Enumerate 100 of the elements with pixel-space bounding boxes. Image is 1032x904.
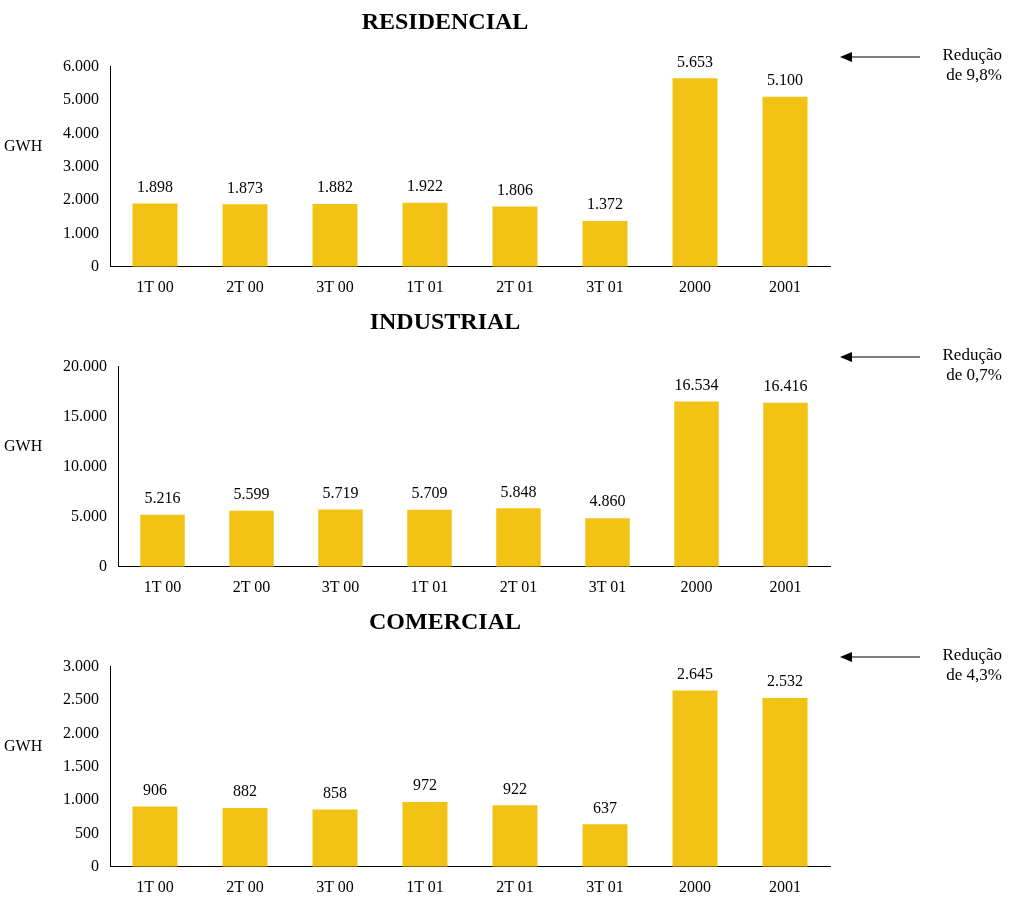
y-tick-label: 3.000 <box>63 657 99 674</box>
data-label: 1.882 <box>317 178 353 196</box>
y-tick-label: 10.000 <box>63 457 107 474</box>
bar <box>674 401 719 567</box>
x-tick-label: 1T 01 <box>406 877 444 895</box>
data-label: 637 <box>593 798 617 816</box>
y-tick-label: 15.000 <box>63 407 107 424</box>
y-tick-label: 0 <box>91 857 99 874</box>
bar <box>312 204 358 267</box>
data-label: 16.534 <box>674 375 719 393</box>
data-label: 906 <box>143 780 167 798</box>
y-tick-label: 1.000 <box>63 790 99 808</box>
data-label: 1.372 <box>587 195 623 213</box>
data-label: 1.873 <box>227 178 263 196</box>
bar <box>496 508 541 567</box>
x-tick-label: 3T 00 <box>321 577 360 595</box>
x-tick-label: 2T 01 <box>496 877 534 895</box>
data-label: 16.416 <box>763 376 808 394</box>
data-label: 5.216 <box>144 488 181 506</box>
y-axis-title: GWH <box>4 737 43 754</box>
data-label: 4.860 <box>589 492 626 510</box>
x-tick-label: 2T 01 <box>496 277 534 295</box>
y-tick-label: 500 <box>75 823 99 841</box>
x-tick-label: 3T 00 <box>316 277 354 295</box>
y-tick-label: 0 <box>91 257 99 274</box>
bar <box>140 514 185 567</box>
x-tick-label: 3T 01 <box>586 877 624 895</box>
bar <box>582 221 628 267</box>
x-tick-label: 1T 01 <box>406 277 444 295</box>
text: Redução de 9,8% <box>941 45 1002 85</box>
y-tick-label: 20.000 <box>63 357 107 374</box>
chart-title: INDUSTRIAL <box>369 307 521 334</box>
y-tick-label: 6.000 <box>63 57 99 74</box>
bar <box>318 509 363 567</box>
bar <box>132 806 178 867</box>
y-axis-title: GWH <box>4 437 43 454</box>
y-tick-label: 0 <box>99 557 107 574</box>
x-tick-label: 2T 00 <box>232 577 271 595</box>
data-label: 972 <box>413 776 437 794</box>
bar <box>672 78 718 267</box>
bar <box>222 204 268 267</box>
x-tick-label: 2T 01 <box>499 577 538 595</box>
x-tick-label: 1T 00 <box>136 877 174 895</box>
y-tick-label: 5.000 <box>63 90 99 108</box>
x-tick-label: 3T 00 <box>316 877 354 895</box>
bar <box>582 824 628 867</box>
y-tick-label: 5.000 <box>71 507 107 524</box>
data-label: 5.848 <box>500 482 537 500</box>
x-tick-label: 2000 <box>679 877 711 895</box>
x-tick-label: 2T 00 <box>226 877 264 895</box>
y-axis-title: GWH <box>4 137 43 154</box>
x-tick-label: 2T 00 <box>226 277 264 295</box>
text: Redução de 4,3% <box>941 645 1002 685</box>
bar <box>222 808 268 867</box>
bar <box>762 698 808 867</box>
data-label: 5.653 <box>677 52 713 70</box>
y-tick-label: 1.500 <box>63 757 99 774</box>
text: Redução de 0,7% <box>941 345 1002 385</box>
data-label: 1.806 <box>497 180 533 198</box>
x-tick-label: 2001 <box>769 877 801 895</box>
data-label: 1.898 <box>137 177 173 195</box>
data-label: 922 <box>503 779 527 797</box>
x-tick-label: 2000 <box>679 277 711 295</box>
bar <box>229 510 274 567</box>
y-tick-label: 3.000 <box>63 157 99 174</box>
bar <box>132 203 178 267</box>
data-label: 5.599 <box>233 485 270 503</box>
bar <box>672 690 718 867</box>
x-tick-label: 3T 01 <box>586 277 624 295</box>
data-label: 5.709 <box>411 483 448 501</box>
y-tick-label: 2.500 <box>63 690 99 708</box>
bar <box>402 202 448 267</box>
x-tick-label: 2000 <box>680 577 713 595</box>
bar <box>492 206 538 267</box>
x-tick-label: 2001 <box>769 277 801 295</box>
y-tick-label: 4.000 <box>63 123 99 141</box>
data-label: 2.645 <box>677 664 713 682</box>
bar <box>763 402 808 567</box>
chart-title: COMERCIAL <box>368 607 522 634</box>
data-label: 1.922 <box>407 176 443 194</box>
x-tick-label: 2001 <box>769 577 802 595</box>
x-tick-label: 3T 01 <box>588 577 627 595</box>
y-tick-label: 1.000 <box>63 223 99 241</box>
y-tick-label: 2.000 <box>63 723 99 741</box>
x-tick-label: 1T 00 <box>143 577 182 595</box>
bar <box>312 809 358 867</box>
x-tick-label: 1T 01 <box>410 577 449 595</box>
data-label: 5.100 <box>767 71 803 88</box>
bar <box>585 518 630 567</box>
data-label: 2.532 <box>767 672 803 690</box>
x-tick-label: 1T 00 <box>136 277 174 295</box>
bar <box>402 802 448 867</box>
data-label: 5.719 <box>322 483 359 501</box>
bar <box>407 509 452 567</box>
data-label: 858 <box>323 783 347 801</box>
y-tick-label: 2.000 <box>63 190 99 208</box>
bar <box>762 96 808 267</box>
data-label: 882 <box>233 782 257 800</box>
bar <box>492 805 538 867</box>
chart-title: RESIDENCIAL <box>361 7 529 34</box>
